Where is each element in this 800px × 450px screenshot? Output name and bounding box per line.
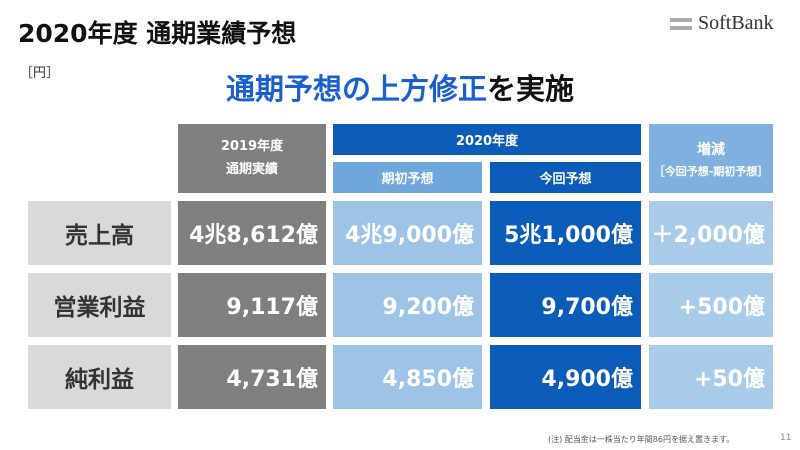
header-initial: 期初予想 xyxy=(333,162,482,193)
current-value: 9,700億 xyxy=(490,273,641,337)
page-number: 11 xyxy=(780,433,792,443)
diff-value: +500億 xyxy=(649,273,773,337)
row-label: 営業利益 xyxy=(28,273,171,337)
header-diff-sub: ［今回予想-期初予想］ xyxy=(653,164,769,178)
header-diff-title: 増減 xyxy=(697,141,725,158)
header-fy2019: 2019年度 通期実績 xyxy=(178,124,326,193)
diff-value: ＋2,000億 xyxy=(649,201,773,265)
header-fy2020: 2020年度 xyxy=(333,124,641,155)
diff-value: +50億 xyxy=(649,345,773,409)
logo-bars-icon xyxy=(670,17,692,30)
initial-value: 4兆9,000億 xyxy=(333,201,482,265)
headline-rest: を実施 xyxy=(487,72,575,106)
row-label: 売上高 xyxy=(28,201,171,265)
initial-value: 4,850億 xyxy=(333,345,482,409)
fy2019-value: 9,117億 xyxy=(178,273,326,337)
footnote: (注) 配当金は一株当たり年間86円を据え置きます。 xyxy=(548,435,735,444)
softbank-logo: SoftBank xyxy=(670,12,774,35)
page-title: 2020年度 通期業績予想 xyxy=(18,19,297,48)
unit-label: ［円］ xyxy=(20,66,60,81)
current-value: 4,900億 xyxy=(490,345,641,409)
initial-value: 9,200億 xyxy=(333,273,482,337)
fy2019-value: 4,731億 xyxy=(178,345,326,409)
header-current: 今回予想 xyxy=(490,162,641,193)
logo-text: SoftBank xyxy=(698,12,774,34)
fy2019-value: 4兆8,612億 xyxy=(178,201,326,265)
headline-highlight: 通期予想の上方修正 xyxy=(225,72,487,106)
row-label: 純利益 xyxy=(28,345,171,409)
headline: 通期予想の上方修正を実施 xyxy=(0,66,800,108)
current-value: 5兆1,000億 xyxy=(490,201,641,265)
header-diff: 増減 ［今回予想-期初予想］ xyxy=(649,124,773,193)
